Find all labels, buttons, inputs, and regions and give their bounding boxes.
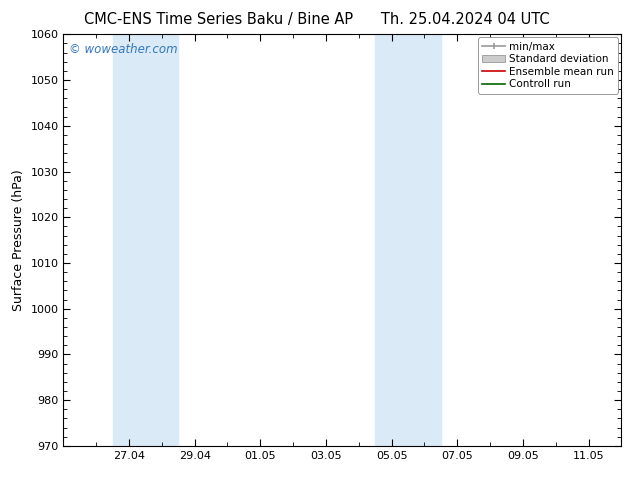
Text: © woweather.com: © woweather.com bbox=[69, 43, 178, 55]
Bar bbox=[113, 34, 178, 446]
Y-axis label: Surface Pressure (hPa): Surface Pressure (hPa) bbox=[12, 169, 25, 311]
Bar bbox=[375, 34, 441, 446]
Text: CMC-ENS Time Series Baku / Bine AP      Th. 25.04.2024 04 UTC: CMC-ENS Time Series Baku / Bine AP Th. 2… bbox=[84, 12, 550, 27]
Legend: min/max, Standard deviation, Ensemble mean run, Controll run: min/max, Standard deviation, Ensemble me… bbox=[478, 37, 618, 94]
